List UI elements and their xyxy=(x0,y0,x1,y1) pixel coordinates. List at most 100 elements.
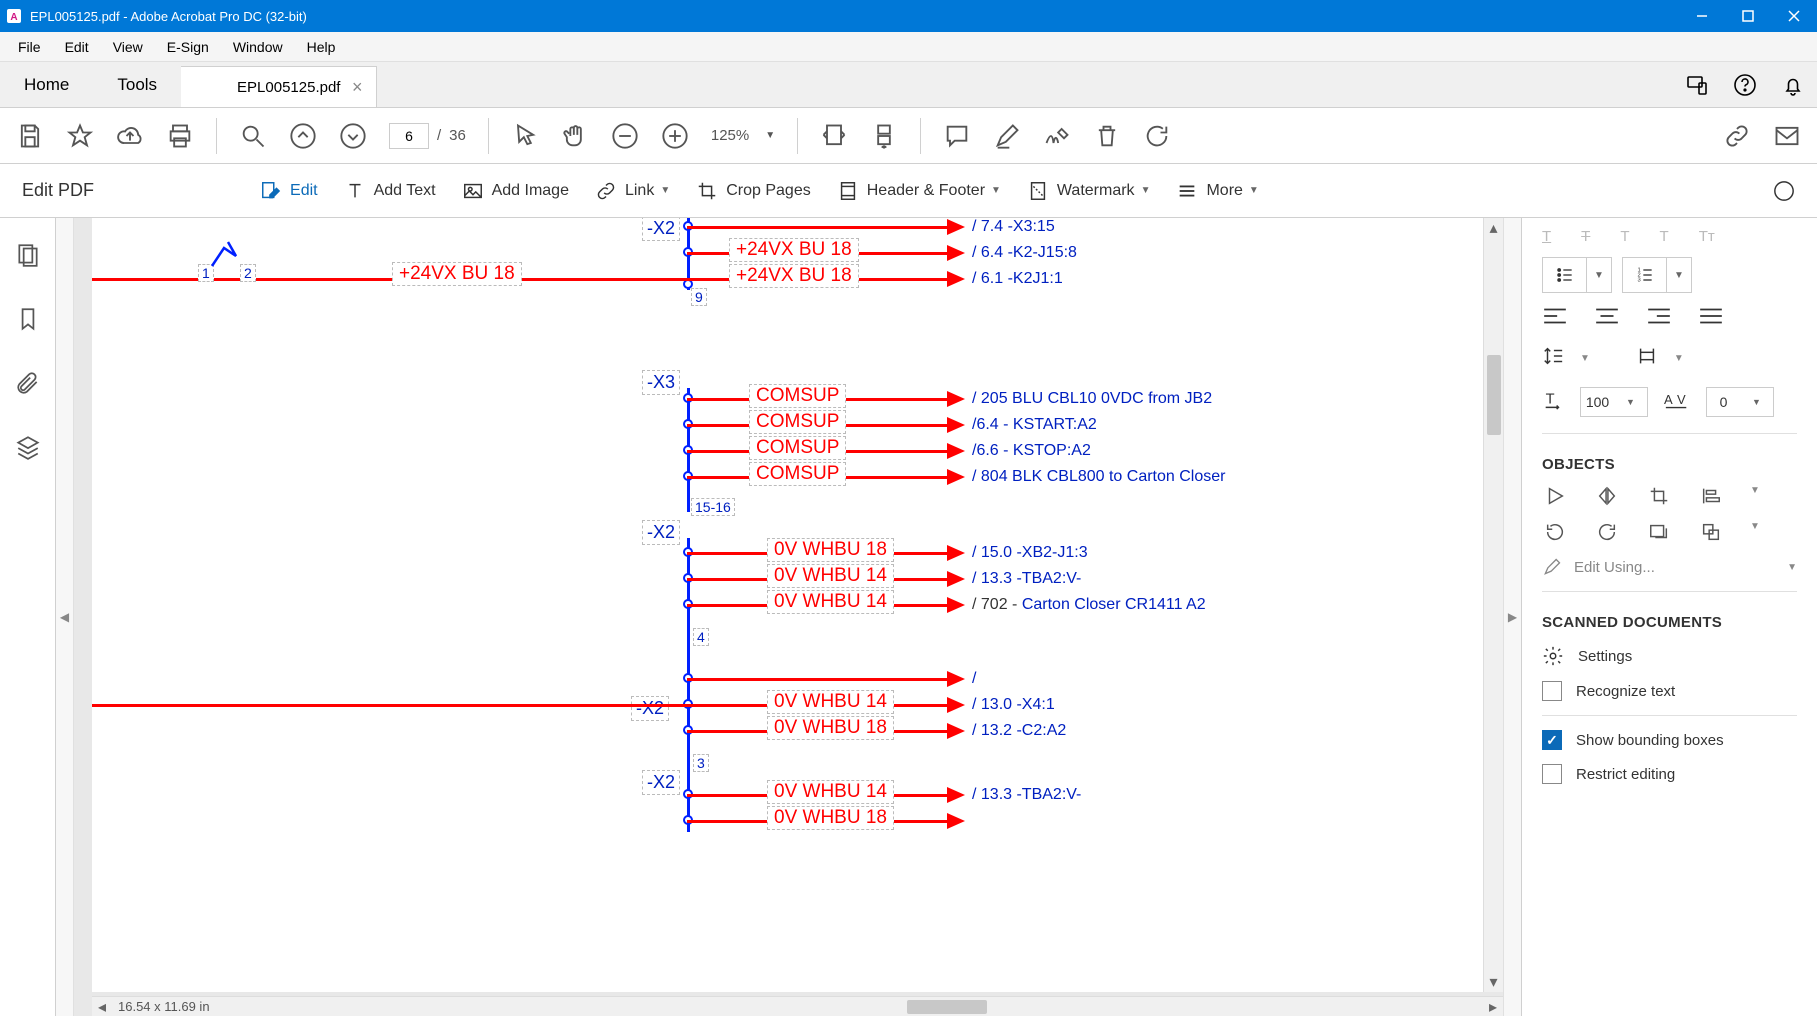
scroll-left-arrow[interactable]: ◂ xyxy=(92,997,112,1016)
scroll-up-arrow[interactable]: ▴ xyxy=(1489,218,1497,238)
tab-document[interactable]: EPL005125.pdf × xyxy=(181,66,377,107)
align-justify-icon[interactable] xyxy=(1698,305,1724,327)
tab-close-icon[interactable]: × xyxy=(352,77,363,98)
play-icon[interactable] xyxy=(1542,485,1568,507)
help-icon[interactable] xyxy=(1733,73,1757,97)
restrict-checkbox[interactable] xyxy=(1542,764,1562,784)
menu-window[interactable]: Window xyxy=(221,35,295,59)
menu-esign[interactable]: E-Sign xyxy=(155,35,221,59)
arrow-icon xyxy=(947,787,965,803)
bullet-list-button[interactable]: ▼ xyxy=(1542,257,1612,293)
flip-h-icon[interactable] xyxy=(1594,485,1620,507)
arrow-icon xyxy=(947,219,965,235)
left-collapse-handle[interactable]: ◀ xyxy=(56,218,74,1016)
align-right-icon[interactable] xyxy=(1646,305,1672,327)
pointer-icon[interactable] xyxy=(511,122,539,150)
header-footer-tool[interactable]: Header & Footer▼ xyxy=(837,180,1001,202)
tab-tools[interactable]: Tools xyxy=(93,62,181,107)
vertical-scrollbar[interactable]: ▴ ▾ xyxy=(1483,218,1503,992)
para-spacing-icon[interactable] xyxy=(1636,345,1658,371)
page-up-icon[interactable] xyxy=(289,122,317,150)
document-page[interactable]: -X29+24VX BU 1812/ 7.4 -X3:15+24VX BU 18… xyxy=(92,218,1503,992)
add-text-tool[interactable]: Add Text xyxy=(344,180,436,202)
rotate-ccw-icon[interactable] xyxy=(1542,521,1568,543)
watermark-tool[interactable]: Watermark▼ xyxy=(1027,180,1151,202)
horizontal-scrollbar[interactable]: ◂ ▸ xyxy=(92,996,1503,1016)
hand-icon[interactable] xyxy=(561,122,589,150)
attachment-icon[interactable] xyxy=(15,370,41,396)
fit-width-icon[interactable] xyxy=(820,122,848,150)
smallcaps-icon[interactable]: Tт xyxy=(1699,228,1715,245)
page-down-icon[interactable] xyxy=(339,122,367,150)
scroll-down-arrow[interactable]: ▾ xyxy=(1489,972,1497,992)
align-left-icon[interactable] xyxy=(1542,305,1568,327)
add-image-tool[interactable]: Add Image xyxy=(462,180,569,202)
restrict-row[interactable]: Restrict editing xyxy=(1542,764,1797,784)
close-button[interactable] xyxy=(1771,0,1817,32)
zoom-in-icon[interactable] xyxy=(661,122,689,150)
bookmark-icon[interactable] xyxy=(15,306,41,332)
kerning-icon[interactable]: AV xyxy=(1664,389,1690,415)
zoom-dropdown[interactable]: 125%▼ xyxy=(711,127,775,144)
hscale-icon[interactable]: T xyxy=(1542,389,1564,415)
menu-file[interactable]: File xyxy=(6,35,53,59)
crop-tool[interactable]: Crop Pages xyxy=(696,180,811,202)
show-bb-checkbox[interactable] xyxy=(1542,730,1562,750)
device-icon[interactable] xyxy=(1685,73,1709,97)
strike-icon[interactable]: T xyxy=(1581,228,1590,245)
tab-home[interactable]: Home xyxy=(0,62,93,107)
hscale-field[interactable]: 100▼ xyxy=(1580,387,1648,417)
minimize-button[interactable] xyxy=(1679,0,1725,32)
menu-edit[interactable]: Edit xyxy=(53,35,101,59)
page-number-input[interactable] xyxy=(389,123,429,149)
rotate-icon[interactable] xyxy=(1143,122,1171,150)
superscript-icon[interactable]: T xyxy=(1660,228,1669,245)
crop-obj-icon[interactable] xyxy=(1646,485,1672,507)
sign-icon[interactable] xyxy=(1043,122,1071,150)
maximize-button[interactable] xyxy=(1725,0,1771,32)
bell-icon[interactable] xyxy=(1781,73,1805,97)
scroll-mode-icon[interactable] xyxy=(870,122,898,150)
recognize-checkbox[interactable] xyxy=(1542,681,1562,701)
horizontal-scroll-thumb[interactable] xyxy=(907,1000,987,1014)
highlight-icon[interactable] xyxy=(993,122,1021,150)
rotate-cw-icon[interactable] xyxy=(1594,521,1620,543)
menu-view[interactable]: View xyxy=(101,35,155,59)
kerning-field[interactable]: 0▼ xyxy=(1706,387,1774,417)
align-center-icon[interactable] xyxy=(1594,305,1620,327)
recognize-text-row[interactable]: Recognize text xyxy=(1542,681,1797,701)
vertical-scroll-thumb[interactable] xyxy=(1487,355,1501,435)
subscript-icon[interactable]: T xyxy=(1620,228,1629,245)
thumbnails-icon[interactable] xyxy=(15,242,41,268)
more-tool[interactable]: More▼ xyxy=(1176,180,1258,202)
number-list-button[interactable]: 123▼ xyxy=(1622,257,1692,293)
star-icon[interactable] xyxy=(66,122,94,150)
replace-image-icon[interactable] xyxy=(1646,521,1672,543)
line-spacing-icon[interactable] xyxy=(1542,345,1564,371)
edit-using-button[interactable]: Edit Using... ▼ xyxy=(1542,557,1797,577)
align-obj-icon[interactable] xyxy=(1698,485,1724,507)
settings-button[interactable]: Settings xyxy=(1542,645,1797,667)
cross-reference: / 6.4 -K2-J15:8 xyxy=(972,244,1077,262)
comment-icon[interactable] xyxy=(943,122,971,150)
close-editbar[interactable] xyxy=(1773,180,1795,202)
zoom-out-icon[interactable] xyxy=(611,122,639,150)
layers-icon[interactable] xyxy=(15,434,41,460)
scroll-right-arrow[interactable]: ▸ xyxy=(1483,997,1503,1016)
more-icon xyxy=(1176,180,1198,202)
delete-icon[interactable] xyxy=(1093,122,1121,150)
right-collapse-handle[interactable]: ▶ xyxy=(1503,218,1521,1016)
menu-help[interactable]: Help xyxy=(295,35,348,59)
cloud-upload-icon[interactable] xyxy=(116,122,144,150)
underline-icon[interactable]: T xyxy=(1542,228,1551,245)
print-icon[interactable] xyxy=(166,122,194,150)
link-share-icon[interactable] xyxy=(1723,122,1751,150)
find-icon[interactable] xyxy=(239,122,267,150)
email-icon[interactable] xyxy=(1773,122,1801,150)
link-tool[interactable]: Link▼ xyxy=(595,180,670,202)
arrange-icon[interactable] xyxy=(1698,521,1724,543)
edit-tool[interactable]: Edit xyxy=(260,180,318,202)
arrow-icon xyxy=(947,697,965,713)
show-bb-row[interactable]: Show bounding boxes xyxy=(1542,730,1797,750)
save-icon[interactable] xyxy=(16,122,44,150)
